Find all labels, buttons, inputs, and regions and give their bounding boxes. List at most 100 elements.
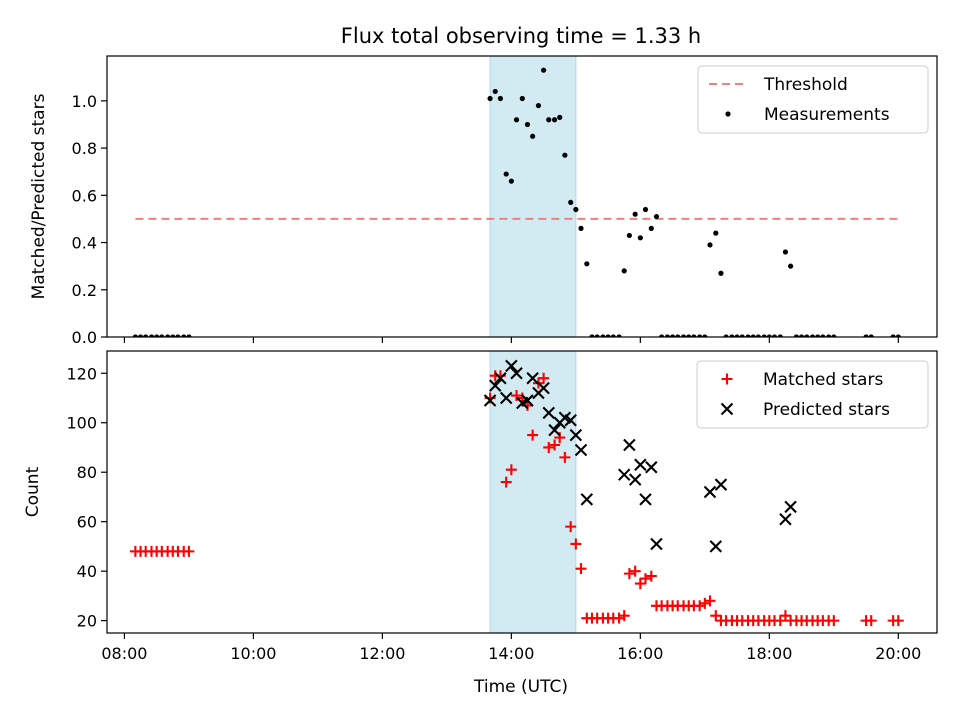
legend-swatch bbox=[720, 402, 734, 416]
measurement-point bbox=[143, 334, 149, 337]
measurement-point bbox=[766, 334, 772, 337]
measurement-point bbox=[680, 334, 687, 337]
measurement-point bbox=[782, 249, 789, 255]
matched-star-point bbox=[699, 597, 711, 609]
top-plot-ratio: 0.0 0.2 0.4 0.6 0.8 1.0 Matched/Predicted star… bbox=[29, 55, 938, 347]
measurement-point bbox=[804, 334, 810, 337]
legend-box bbox=[696, 360, 929, 429]
predicted-star-point bbox=[499, 391, 513, 405]
measurement-point bbox=[750, 334, 756, 337]
measurement-point bbox=[809, 334, 816, 337]
measurement-point bbox=[492, 88, 498, 95]
measurement-point bbox=[820, 334, 826, 337]
y-tick-label: 0.6 bbox=[72, 186, 97, 205]
legend: Threshold Measurements bbox=[697, 65, 929, 134]
measurement-point bbox=[826, 334, 832, 337]
measurement-point bbox=[659, 334, 665, 337]
measurement-point bbox=[148, 334, 155, 337]
measurement-point bbox=[137, 334, 144, 337]
measurement-point bbox=[568, 199, 574, 206]
predicted-star-point bbox=[494, 371, 507, 385]
measurement-point bbox=[524, 121, 531, 128]
predicted-star-point bbox=[542, 406, 556, 420]
measurement-point bbox=[890, 334, 896, 337]
measurement-point bbox=[175, 334, 181, 337]
legend-label: Measurements bbox=[764, 105, 890, 125]
measurement-point bbox=[513, 117, 520, 123]
measurement-point bbox=[831, 334, 837, 337]
x-tick-label: 18:00 bbox=[746, 644, 792, 663]
x-axis-label: Time (UTC) bbox=[473, 677, 568, 697]
y-tick-label: 100 bbox=[66, 414, 97, 433]
chart-title: Flux total observing time = 1.33 h bbox=[341, 24, 701, 48]
predicted-star-point bbox=[617, 468, 631, 481]
matched-star-point bbox=[527, 429, 539, 441]
top-plot-area bbox=[132, 56, 901, 337]
predicted-star-point bbox=[623, 438, 636, 452]
x-tick-label: 12:00 bbox=[359, 644, 405, 663]
measurement-point bbox=[181, 334, 187, 337]
matched-star-point bbox=[774, 615, 786, 627]
measurement-point bbox=[648, 225, 654, 231]
measurement-point bbox=[653, 213, 660, 220]
matched-star-point bbox=[183, 545, 195, 557]
matched-star-point bbox=[694, 600, 706, 612]
matched-star-point bbox=[645, 570, 657, 582]
measurement-point bbox=[626, 232, 632, 239]
y-tick-label: 40 bbox=[77, 562, 97, 581]
legend-swatch bbox=[725, 111, 731, 117]
x-tick-label: 08:00 bbox=[101, 644, 147, 663]
y-tick-label: 60 bbox=[77, 513, 97, 532]
y-tick-label: 20 bbox=[77, 612, 97, 631]
y-tick-label: 80 bbox=[77, 463, 97, 482]
measurement-point bbox=[546, 117, 552, 123]
predicted-star-point bbox=[784, 500, 797, 514]
measurement-point bbox=[632, 211, 638, 217]
measurement-point bbox=[788, 263, 794, 269]
predicted-star-point bbox=[548, 423, 561, 437]
measurement-point bbox=[863, 334, 869, 337]
matched-star-point bbox=[549, 439, 561, 451]
measurement-point bbox=[508, 178, 514, 184]
matched-star-point bbox=[613, 612, 625, 624]
measurement-point bbox=[621, 268, 627, 274]
measurement-point bbox=[755, 334, 761, 337]
matched-star-point bbox=[559, 451, 571, 463]
legend-box bbox=[697, 65, 929, 134]
predicted-star-point bbox=[639, 493, 652, 506]
measurement-point bbox=[734, 334, 740, 337]
y-tick-label: 0.4 bbox=[72, 234, 97, 253]
measurement-point bbox=[707, 242, 713, 248]
measurement-point bbox=[578, 225, 584, 231]
measurement-point bbox=[745, 334, 751, 337]
legend: Matched stars Predicted stars bbox=[696, 360, 929, 429]
y-tick-label: 0.0 bbox=[72, 328, 97, 347]
measurement-point bbox=[895, 334, 901, 337]
predicted-star-point bbox=[510, 367, 523, 380]
measurement-point bbox=[739, 334, 745, 337]
measurement-point bbox=[584, 261, 590, 267]
measurement-point bbox=[691, 334, 697, 337]
measurement-point bbox=[186, 334, 192, 337]
x-tick-label: 10:00 bbox=[230, 644, 276, 663]
y-tick-label: 0.2 bbox=[72, 281, 97, 300]
matched-star-point bbox=[505, 464, 517, 476]
matched-star-point bbox=[634, 578, 646, 590]
legend-label: Threshold bbox=[763, 75, 848, 95]
measurement-point bbox=[616, 334, 622, 337]
predicted-star-point bbox=[488, 379, 502, 392]
matched-star-point bbox=[640, 573, 651, 585]
matched-star-point bbox=[892, 615, 904, 627]
legend-label: Predicted stars bbox=[763, 400, 890, 420]
matched-star-point bbox=[618, 610, 630, 622]
measurement-point bbox=[777, 334, 783, 337]
measurement-point bbox=[793, 334, 800, 337]
matched-star-point bbox=[629, 565, 641, 577]
predicted-star-point bbox=[564, 414, 577, 427]
predicted-star-point bbox=[483, 394, 497, 407]
measurement-point bbox=[594, 334, 600, 337]
y-axis-label: Count bbox=[23, 466, 43, 517]
measurement-point bbox=[600, 334, 606, 337]
measurement-point bbox=[530, 133, 536, 139]
